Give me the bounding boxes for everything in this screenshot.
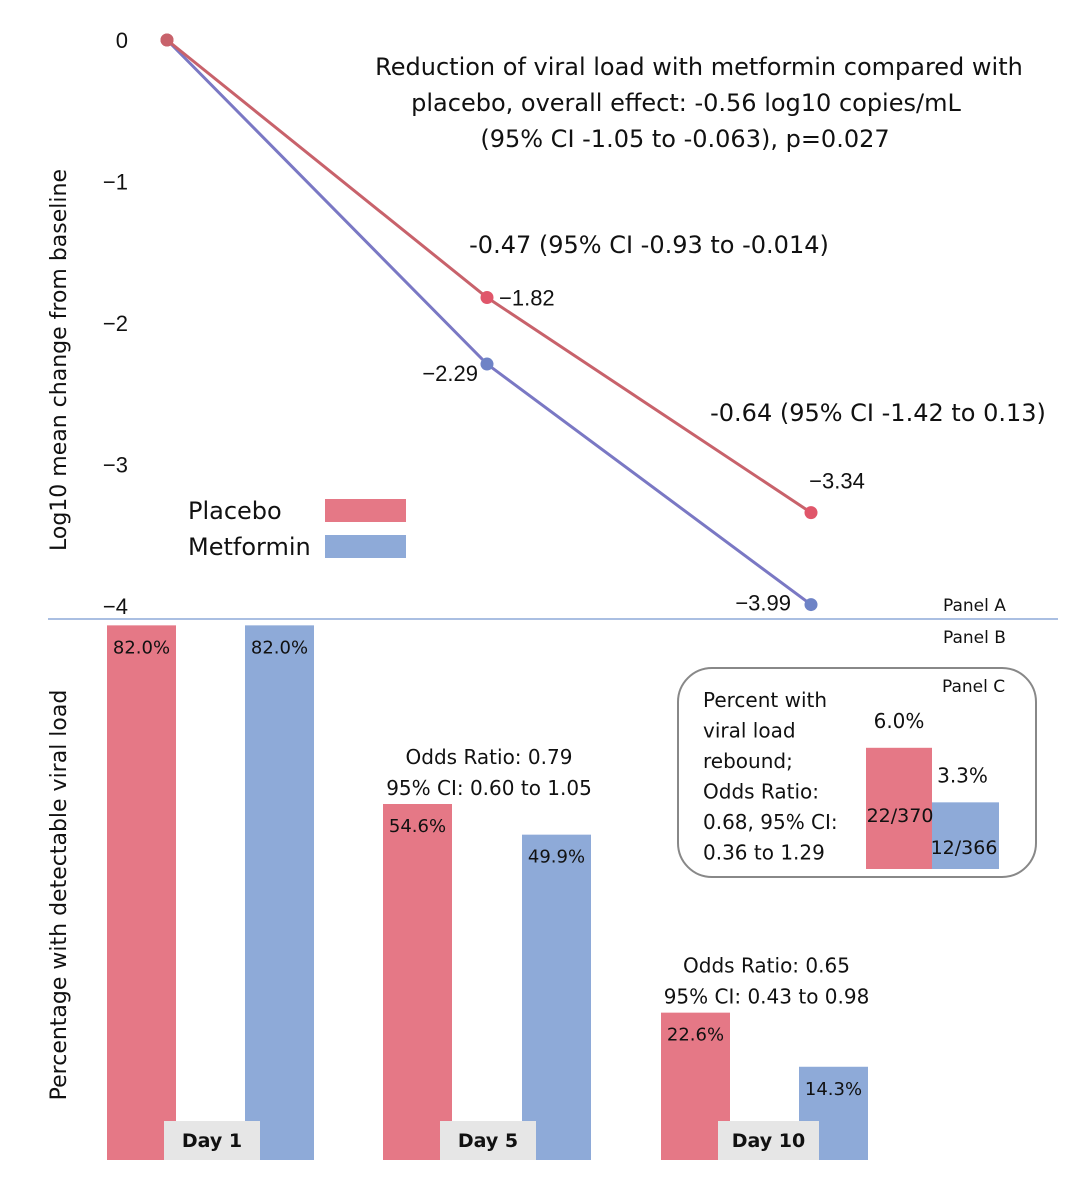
- panel-c-count-label: 12/366: [931, 837, 998, 859]
- legend: Placebo Metformin: [188, 497, 406, 561]
- panel-c-description-line: viral load: [703, 719, 796, 743]
- panel-c-count-label: 22/370: [867, 805, 934, 827]
- day10-difference-annotation: -0.64 (95% CI -1.42 to 0.13): [710, 399, 1046, 427]
- confidence-interval-label: 95% CI: 0.60 to 1.05: [386, 776, 592, 800]
- bar-value-label: 22.6%: [667, 1025, 724, 1046]
- bar-value-labels: 82.0% 82.0% 54.6% 49.9% 22.6% 14.3%: [113, 637, 862, 1099]
- y-tick-label: −4: [103, 594, 128, 619]
- day-category-labels: Day 1 Day 5 Day 10: [164, 1121, 819, 1160]
- y-axis-title-panel-b: Percentage with detectable viral load: [47, 690, 72, 1101]
- panel-c-description-line: 0.68, 95% CI:: [703, 810, 838, 834]
- panel-c-frame: [677, 667, 1037, 878]
- legend-swatch-metformin: [325, 535, 406, 558]
- panel-c-description-line: Odds Ratio:: [703, 780, 819, 804]
- point-label-metformin: −2.29: [422, 361, 478, 386]
- panel-c-percent-label: 3.3%: [937, 763, 988, 787]
- legend-swatch-placebo: [325, 499, 406, 522]
- bar-value-label: 54.6%: [389, 816, 446, 837]
- day-label: Day 10: [732, 1130, 805, 1152]
- y-tick-label: 0: [116, 28, 128, 53]
- bar-metformin-day-1: [245, 625, 314, 1160]
- bars: [107, 625, 868, 1160]
- series-points: [160, 33, 818, 612]
- point-label-placebo: −3.34: [809, 469, 865, 494]
- odds-ratio-label: Odds Ratio: 0.65: [683, 954, 850, 978]
- overall-annotation-line-1: Reduction of viral load with metformin c…: [375, 53, 1023, 81]
- legend-label-placebo: Placebo: [188, 497, 282, 525]
- y-tick-label: −1: [103, 170, 128, 195]
- day-label-box: [164, 1121, 260, 1160]
- bar-placebo-day-5: [383, 804, 452, 1160]
- panel-c-description-line: Percent with: [703, 688, 827, 712]
- overall-effect-annotation: Reduction of viral load with metformin c…: [375, 53, 1023, 153]
- data-point-metformin: [480, 357, 494, 371]
- data-point-metformin: [804, 598, 818, 612]
- y-tick-label: −2: [103, 311, 128, 336]
- panel-c-bars: 6.0% 3.3%22/370 12/366: [866, 709, 999, 869]
- day5-difference-annotation: -0.47 (95% CI -0.93 to -0.014): [469, 231, 829, 259]
- panel-b-label: Panel B: [943, 628, 1006, 648]
- panel-b-bar-chart: Percentage with detectable viral load 82…: [47, 625, 869, 1160]
- panel-a-line-chart: Log10 mean change from baseline 0 −1 −2 −3 −…: [47, 28, 1046, 619]
- bar-value-label: 14.3%: [805, 1079, 862, 1100]
- panel-a-label: Panel A: [943, 596, 1006, 616]
- odds-ratio-annotations: Odds Ratio: 0.79 95% CI: 0.60 to 1.05 Odds…: [386, 745, 869, 1009]
- overall-annotation-line-2: placebo, overall effect: -0.56 log10 cop…: [411, 89, 961, 117]
- data-point-placebo: [480, 291, 494, 305]
- panel-c-bar-metformin: [932, 802, 999, 869]
- point-label-metformin: −3.99: [735, 591, 791, 616]
- panel-c-rebound-box: Panel C Percent with viral load rebound; Od…: [677, 667, 1037, 878]
- bar-value-label: 82.0%: [251, 637, 308, 658]
- bar-value-label: 82.0%: [113, 637, 170, 658]
- panel-c-percent-label: 6.0%: [874, 709, 925, 733]
- panel-c-description: Percent with viral load rebound; Odds Ratio…: [703, 688, 838, 865]
- day-label: Day 5: [458, 1130, 518, 1152]
- day-label-box: [718, 1121, 819, 1160]
- overall-annotation-line-3: (95% CI -1.05 to -0.063), p=0.027: [480, 125, 889, 153]
- bar-placebo-day-1: [107, 625, 176, 1160]
- odds-ratio-label: Odds Ratio: 0.79: [406, 745, 573, 769]
- bar-metformin-day-5: [522, 834, 591, 1160]
- panel-c-description-line: rebound;: [703, 749, 793, 773]
- data-point-placebo: [160, 33, 174, 47]
- confidence-interval-label: 95% CI: 0.43 to 0.98: [664, 985, 870, 1009]
- day-label: Day 1: [182, 1130, 242, 1152]
- legend-label-metformin: Metformin: [188, 533, 311, 561]
- day-label-box: [440, 1121, 536, 1160]
- data-point-placebo: [804, 506, 818, 520]
- y-axis-title-panel-a: Log10 mean change from baseline: [47, 169, 72, 551]
- y-tick-label: −3: [103, 453, 128, 478]
- point-labels: −1.82 −3.34 −2.29 −3.99: [422, 286, 865, 616]
- panel-c-label: Panel C: [942, 677, 1005, 697]
- point-label-placebo: −1.82: [499, 286, 555, 311]
- bar-value-label: 49.9%: [528, 847, 585, 868]
- y-axis-ticks-panel-a: 0 −1 −2 −3 −4: [103, 28, 128, 619]
- panel-c-bar-placebo: [866, 747, 932, 869]
- panel-c-description-line: 0.36 to 1.29: [703, 841, 825, 865]
